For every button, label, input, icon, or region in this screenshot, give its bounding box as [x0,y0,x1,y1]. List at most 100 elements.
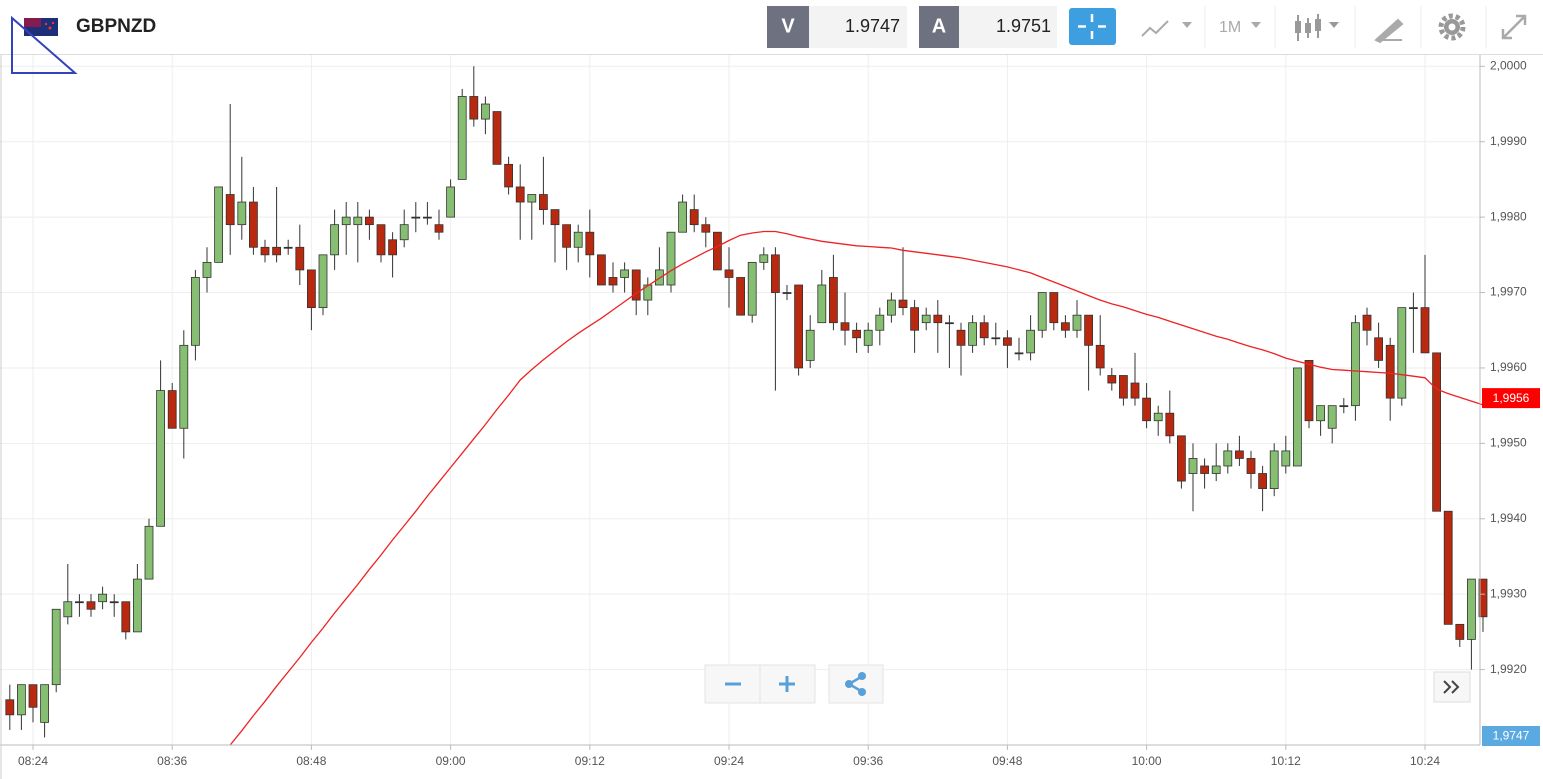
candle-body [1165,412,1175,437]
candle-body [399,224,409,241]
candle-body [933,314,943,324]
x-tick-label: 10:24 [1410,754,1440,768]
candle-body [353,216,363,226]
timeframe[interactable]: 1M [1219,19,1241,36]
candle-body [956,329,966,346]
price-tag-label: 1,9747 [1493,729,1530,743]
candle-body [1397,307,1407,399]
draw-button[interactable] [1374,18,1404,44]
candle-body [1281,450,1291,467]
candle-body [713,231,722,271]
x-tick-label: 09:12 [575,754,605,768]
candle-body [167,390,177,429]
candle-body [179,344,189,429]
candle-body [1339,405,1349,408]
candle-body [1061,322,1070,331]
candle-body [457,96,467,180]
bid-price: 1.9747 [845,16,900,36]
candle-body [852,329,861,339]
timeframe-caret [1251,22,1261,28]
symbol: GBPNZD [76,16,156,37]
candle-body [16,684,26,716]
candle-body [1037,292,1047,331]
candle-body [724,269,734,278]
candle-body [248,201,258,248]
candle-body [620,269,629,278]
candle-body [98,593,107,603]
candle-body [225,194,235,226]
zoom-in-button[interactable] [759,664,816,704]
candle-body [272,246,282,256]
candle-body [1072,314,1082,331]
candle-body [1119,375,1128,399]
ask-box[interactable] [959,6,1057,48]
x-tick-label: 08:48 [296,754,326,768]
candle-body [898,299,908,309]
candle-body [5,699,15,716]
y-tick-label: 1,9960 [1490,360,1527,374]
fullscreen-button[interactable] [1501,14,1527,40]
settings-button[interactable] [1438,13,1466,41]
candle-body [979,322,989,339]
candle-body [1258,473,1267,490]
candle-body [190,277,200,346]
crosshair-button[interactable] [1069,8,1116,45]
y-tick-label: 1,9980 [1490,209,1527,223]
x-tick-label: 09:36 [853,754,883,768]
y-tick-label: 1,9930 [1490,586,1527,600]
candle-body [1246,458,1256,474]
candle-body [1130,382,1140,399]
candle-body [1003,337,1012,346]
candle-body [829,277,838,324]
candle-body [585,231,595,256]
candle-body [759,254,769,263]
moving-average [229,230,1484,746]
candle-body [1478,578,1488,618]
candle-body [480,103,490,120]
candle-body [121,601,131,633]
candle-body [678,201,687,233]
drawn-triangle [11,15,78,74]
candle-body [1443,510,1453,625]
candle-body [527,194,537,203]
bid-box[interactable] [809,6,907,48]
candle-body [1420,307,1430,354]
chart-type-button[interactable] [1141,20,1192,37]
candle-body [1269,450,1279,490]
candle-body [550,209,560,226]
candle-body [945,322,954,325]
candle-body [608,277,618,286]
candle-body [492,111,502,165]
candle-body [1049,292,1059,324]
candle-body [318,254,328,309]
candle-body [747,261,757,316]
share-button[interactable] [828,664,884,704]
ask-label: A [932,15,946,37]
candle-body [63,601,73,618]
price-tag [1482,726,1540,746]
ask-price: 1.9751 [996,16,1051,36]
candle-body [306,269,316,309]
candle-body [295,246,305,271]
candle-body [1177,435,1186,482]
candle-body [991,337,1001,340]
scroll-right-button[interactable] [1433,671,1471,703]
candle-body [782,292,792,294]
candle-body [283,246,293,249]
candle-body [132,578,142,633]
price-annotation [1482,388,1540,409]
price-annotation-label: 1,9956 [1493,391,1530,405]
candle-body [1095,344,1105,369]
candle-body [1362,314,1372,331]
candle-body [376,224,386,256]
y-tick-label: 1,9990 [1490,134,1527,148]
candle-body [1153,412,1163,422]
candle-body [341,216,351,226]
candle-body [701,224,711,233]
zoom-out-button[interactable] [704,664,761,704]
candle-style-button[interactable] [1295,14,1339,41]
bid-tag [767,6,809,48]
candle-body [643,284,653,301]
candle-body [910,307,919,331]
